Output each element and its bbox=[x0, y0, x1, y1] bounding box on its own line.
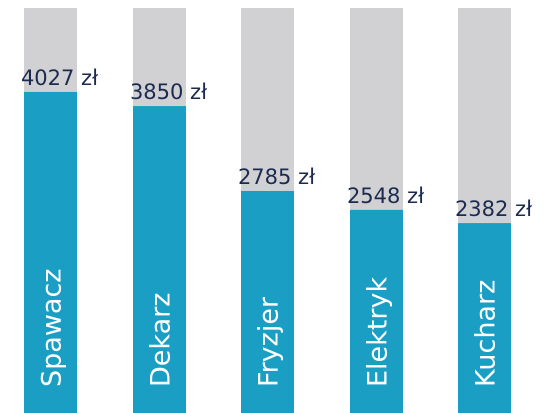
category-label: Kucharz bbox=[471, 280, 502, 387]
bar bbox=[458, 223, 511, 413]
value-label: 2382 zł bbox=[455, 197, 532, 221]
value-label: 2785 zł bbox=[238, 165, 315, 189]
bar bbox=[350, 209, 403, 413]
category-label: Fryzjer bbox=[254, 296, 285, 387]
category-label: Spawacz bbox=[37, 269, 68, 387]
bar bbox=[24, 91, 77, 413]
value-label: 2548 zł bbox=[347, 184, 424, 208]
category-label: Elektryk bbox=[363, 277, 394, 387]
value-label: 4027 zł bbox=[21, 66, 98, 90]
bar bbox=[241, 190, 294, 413]
bar bbox=[133, 106, 186, 413]
value-label: 3850 zł bbox=[130, 80, 207, 104]
category-label: Dekarz bbox=[146, 293, 177, 387]
